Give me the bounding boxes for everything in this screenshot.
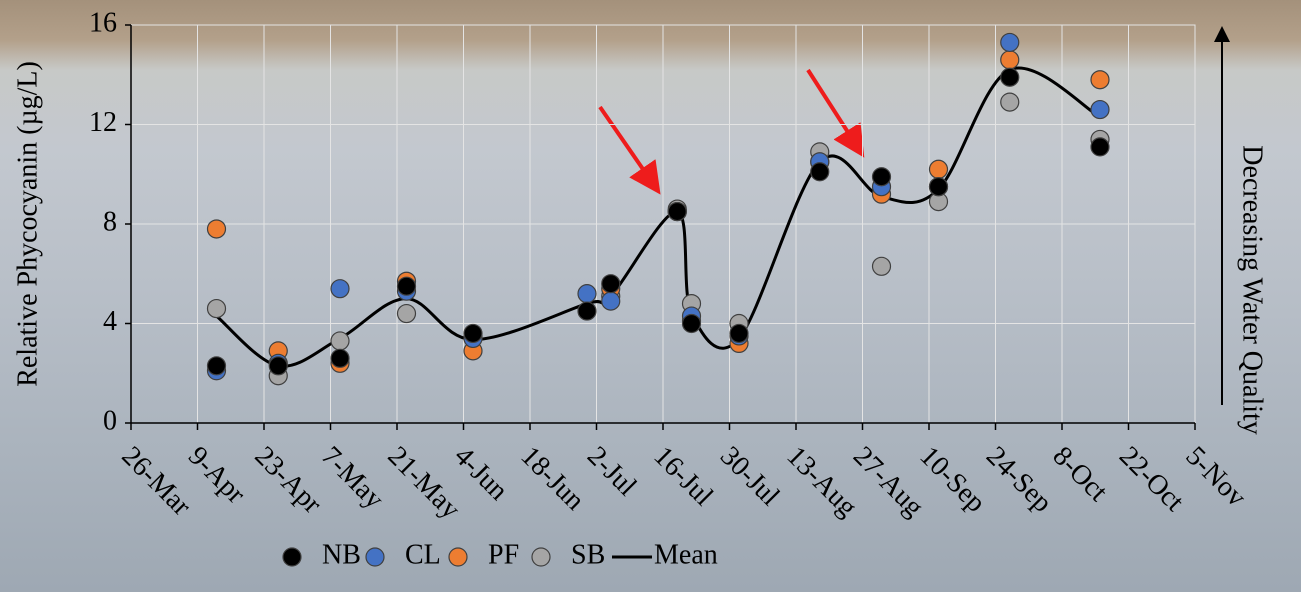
data-point [206,356,227,376]
data-point [1000,32,1020,53]
legend-marker [531,547,551,567]
data-point [871,167,892,187]
x-tick-label: 27-Aug [847,441,929,523]
data-point [268,356,288,376]
data-point [681,313,702,334]
x-tick-label: 21-May [382,441,467,526]
data-point [1000,50,1020,70]
legend-label: NB [322,539,361,570]
data-point [577,301,597,321]
right-label: Decreasing Water Quality [1237,145,1268,435]
annotation-arrow [598,105,661,195]
data-point [396,303,417,324]
x-tick-label: 30-Jul [714,441,786,513]
x-tick-label: 26-Mar [116,441,198,523]
x-tick-label: 10-Sep [914,441,992,519]
x-tick-label: 24-Sep [980,441,1058,519]
data-point [1090,137,1110,157]
data-point [1090,70,1110,90]
data-point [667,201,687,222]
data-point [810,162,830,182]
data-point [928,159,949,179]
data-point [729,323,749,344]
x-tick-label: 13-Aug [781,441,863,523]
data-point [330,331,350,351]
legend-label: PF [488,539,519,570]
data-point [871,256,892,276]
x-tick-label: 5-Nov [1180,441,1253,514]
data-point [330,348,350,368]
y-tick-label: 0 [103,405,117,436]
data-point [601,274,621,294]
data-point [396,276,417,296]
x-tick-label: 16-Jul [648,441,720,513]
data-point [330,279,350,299]
data-point [1090,99,1110,120]
legend-marker [365,547,385,567]
y-axis-label: Relative Phycocyanin (µg/L) [12,61,43,387]
data-point [601,291,621,311]
x-tick-label: 18-Jun [515,441,591,517]
x-tick-label: 23-Apr [249,441,329,521]
y-tick-label: 4 [103,306,117,337]
x-tick-label: 22-Oct [1113,441,1190,518]
legend-label: CL [405,539,441,570]
legend-marker [282,547,302,567]
data-point [577,284,597,304]
annotation-arrow [806,68,865,158]
legend-marker [448,547,468,567]
legend-label: Mean [654,539,718,570]
y-tick-label: 12 [89,107,117,138]
data-point [206,219,227,239]
data-point [1000,92,1020,112]
data-point [463,323,483,344]
data-point [928,177,949,197]
y-tick-label: 8 [103,206,117,237]
x-tick-label: 7-May [315,441,390,516]
mean-line [215,66,1101,368]
data-point [1000,67,1020,87]
data-point [206,298,227,319]
y-tick-label: 16 [89,7,117,38]
legend-label: SB [571,539,605,570]
x-tick-label: 2-Jul [581,441,643,503]
